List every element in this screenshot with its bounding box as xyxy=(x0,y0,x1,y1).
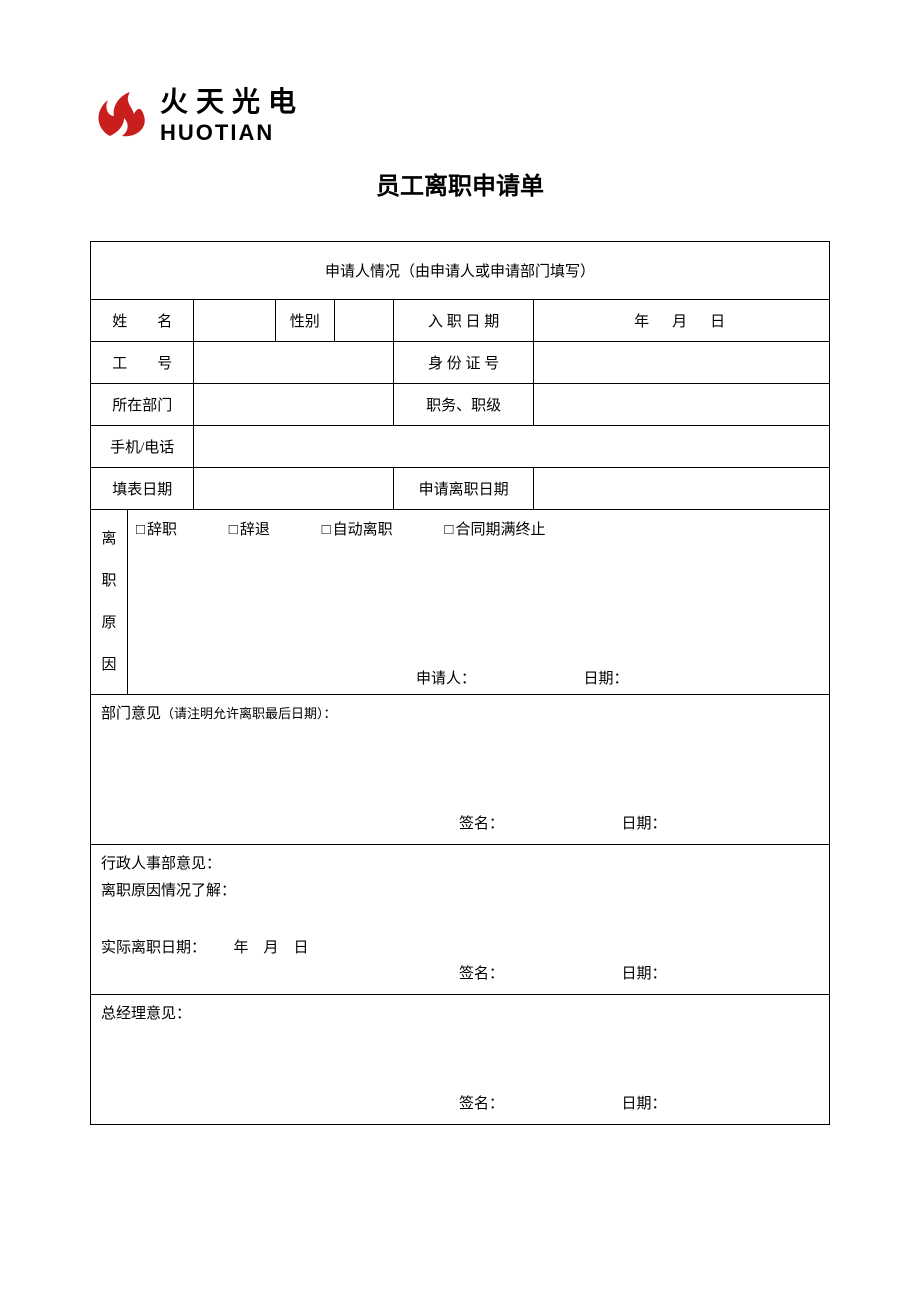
entry-date-label: 入 职 日 期 xyxy=(393,300,533,342)
idno-value[interactable] xyxy=(534,342,830,384)
logo-cn: 火天光电 xyxy=(160,80,304,120)
phone-label: 手机/电话 xyxy=(91,426,194,468)
dept-opinion-cell[interactable]: 部门意见（请注明允许离职最后日期）： 签名： 日期： xyxy=(91,695,830,845)
name-label: 姓 名 xyxy=(91,300,194,342)
gm-sign-label: 签名： xyxy=(459,1096,504,1112)
reason-signature-line: 申请人： 日期： xyxy=(136,667,821,688)
row-empno: 工 号 身 份 证 号 xyxy=(91,342,830,384)
reason-side-label: 离 职 原 因 xyxy=(91,510,128,695)
hr-opinion-label: 行政人事部意见： xyxy=(101,851,819,878)
hr-opinion-cell[interactable]: 行政人事部意见： 离职原因情况了解： 实际离职日期： 年 月 日 签名： 日期： xyxy=(91,845,830,995)
gm-date-label: 日期： xyxy=(622,1096,667,1112)
gender-value[interactable] xyxy=(334,300,393,342)
logo-en: HUOTIAN xyxy=(160,120,304,146)
gender-label: 性别 xyxy=(275,300,334,342)
logo-text: 火天光电 HUOTIAN xyxy=(160,80,304,146)
entry-date-value[interactable]: 年 月 日 xyxy=(534,300,830,342)
row-gm-opinion: 总经理意见： 签名： 日期： xyxy=(91,995,830,1125)
row-dept-opinion: 部门意见（请注明允许离职最后日期）： 签名： 日期： xyxy=(91,695,830,845)
idno-label: 身 份 证 号 xyxy=(393,342,533,384)
hr-actual-date-value: 年 月 日 xyxy=(234,940,309,956)
dept-date-label: 日期： xyxy=(622,816,667,832)
reason-char-3: 原 xyxy=(101,615,116,631)
position-value[interactable] xyxy=(534,384,830,426)
reason-char-1: 离 xyxy=(101,531,116,547)
page-title: 员工离职申请单 xyxy=(90,166,830,201)
dept-value[interactable] xyxy=(194,384,394,426)
reason-options: □辞职 □辞退 □自动离职 □合同期满终止 xyxy=(136,518,821,539)
dept-opinion-label: 部门意见 xyxy=(101,706,161,722)
hr-actual-date: 实际离职日期： 年 月 日 xyxy=(101,935,819,962)
empno-value[interactable] xyxy=(194,342,394,384)
checkbox-icon: □ xyxy=(444,522,453,539)
row-hr-opinion: 行政人事部意见： 离职原因情况了解： 实际离职日期： 年 月 日 签名： 日期： xyxy=(91,845,830,995)
row-filldate: 填表日期 申请离职日期 xyxy=(91,468,830,510)
checkbox-icon: □ xyxy=(136,522,145,539)
name-value[interactable] xyxy=(194,300,275,342)
gm-opinion-label: 总经理意见： xyxy=(101,1001,819,1028)
applicant-label: 申请人： xyxy=(416,671,476,687)
filldate-label: 填表日期 xyxy=(91,468,194,510)
checkbox-icon: □ xyxy=(322,522,331,539)
hr-sign-label: 签名： xyxy=(459,966,504,982)
empno-label: 工 号 xyxy=(91,342,194,384)
gm-opinion-sig: 签名： 日期： xyxy=(459,1091,819,1118)
reason-char-2: 职 xyxy=(101,573,116,589)
hr-date-label: 日期： xyxy=(622,966,667,982)
hr-actual-date-label: 实际离职日期： xyxy=(101,940,206,956)
opt-auto[interactable]: □自动离职 xyxy=(322,518,393,539)
dept-sign-label: 签名： xyxy=(459,816,504,832)
opt-contract-end[interactable]: □合同期满终止 xyxy=(444,518,545,539)
dept-opinion-sig: 签名： 日期： xyxy=(459,811,819,838)
hr-opinion-sig: 签名： 日期： xyxy=(459,961,819,988)
position-label: 职务、职级 xyxy=(393,384,533,426)
form-table: 申请人情况（由申请人或申请部门填写） 姓 名 性别 入 职 日 期 年 月 日 … xyxy=(90,241,830,1125)
applyleave-value[interactable] xyxy=(534,468,830,510)
row-phone: 手机/电话 xyxy=(91,426,830,468)
reason-date-label: 日期： xyxy=(583,671,628,687)
reason-char-4: 因 xyxy=(101,657,116,673)
section-header: 申请人情况（由申请人或申请部门填写） xyxy=(91,242,830,300)
logo-flame-icon xyxy=(90,88,150,138)
opt-resign[interactable]: □辞职 xyxy=(136,518,177,539)
row-name: 姓 名 性别 入 职 日 期 年 月 日 xyxy=(91,300,830,342)
row-dept: 所在部门 职务、职级 xyxy=(91,384,830,426)
logo-area: 火天光电 HUOTIAN xyxy=(90,80,830,146)
dept-opinion-header: 部门意见（请注明允许离职最后日期）： xyxy=(101,701,819,728)
gm-opinion-cell[interactable]: 总经理意见： 签名： 日期： xyxy=(91,995,830,1125)
dept-opinion-note: （请注明允许离职最后日期）： xyxy=(161,706,337,721)
dept-label: 所在部门 xyxy=(91,384,194,426)
filldate-value[interactable] xyxy=(194,468,394,510)
hr-understand-label: 离职原因情况了解： xyxy=(101,878,819,905)
section-header-row: 申请人情况（由申请人或申请部门填写） xyxy=(91,242,830,300)
applyleave-label: 申请离职日期 xyxy=(393,468,533,510)
phone-value[interactable] xyxy=(194,426,830,468)
reason-cell[interactable]: □辞职 □辞退 □自动离职 □合同期满终止 申请人： 日期： xyxy=(127,510,829,695)
checkbox-icon: □ xyxy=(229,522,238,539)
opt-dismiss[interactable]: □辞退 xyxy=(229,518,270,539)
row-reason: 离 职 原 因 □辞职 □辞退 □自动离职 □合同期满终止 申请人： 日期： xyxy=(91,510,830,695)
